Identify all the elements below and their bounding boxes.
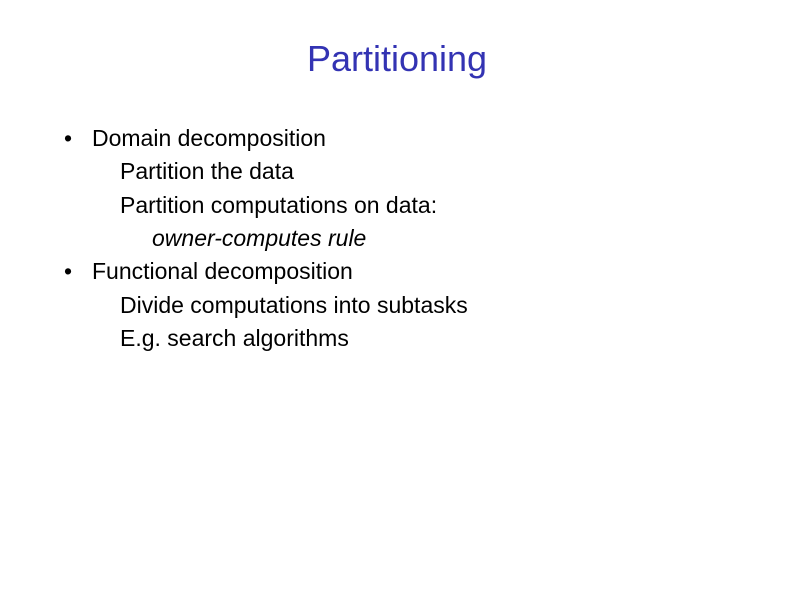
sub-item-italic: owner-computes rule xyxy=(60,222,734,255)
sub-item: Partition computations on data: xyxy=(60,189,734,222)
bullet-text: Domain decomposition xyxy=(92,122,734,155)
slide-body: • Domain decomposition Partition the dat… xyxy=(60,122,734,355)
bullet-marker: • xyxy=(60,255,92,288)
sub-item: E.g. search algorithms xyxy=(60,322,734,355)
slide: Partitioning • Domain decomposition Part… xyxy=(0,0,794,595)
bullet-item: • Domain decomposition xyxy=(60,122,734,155)
sub-item: Partition the data xyxy=(60,155,734,188)
bullet-item: • Functional decomposition xyxy=(60,255,734,288)
sub-item: Divide computations into subtasks xyxy=(60,289,734,322)
slide-title: Partitioning xyxy=(60,38,734,80)
bullet-text: Functional decomposition xyxy=(92,255,734,288)
bullet-marker: • xyxy=(60,122,92,155)
